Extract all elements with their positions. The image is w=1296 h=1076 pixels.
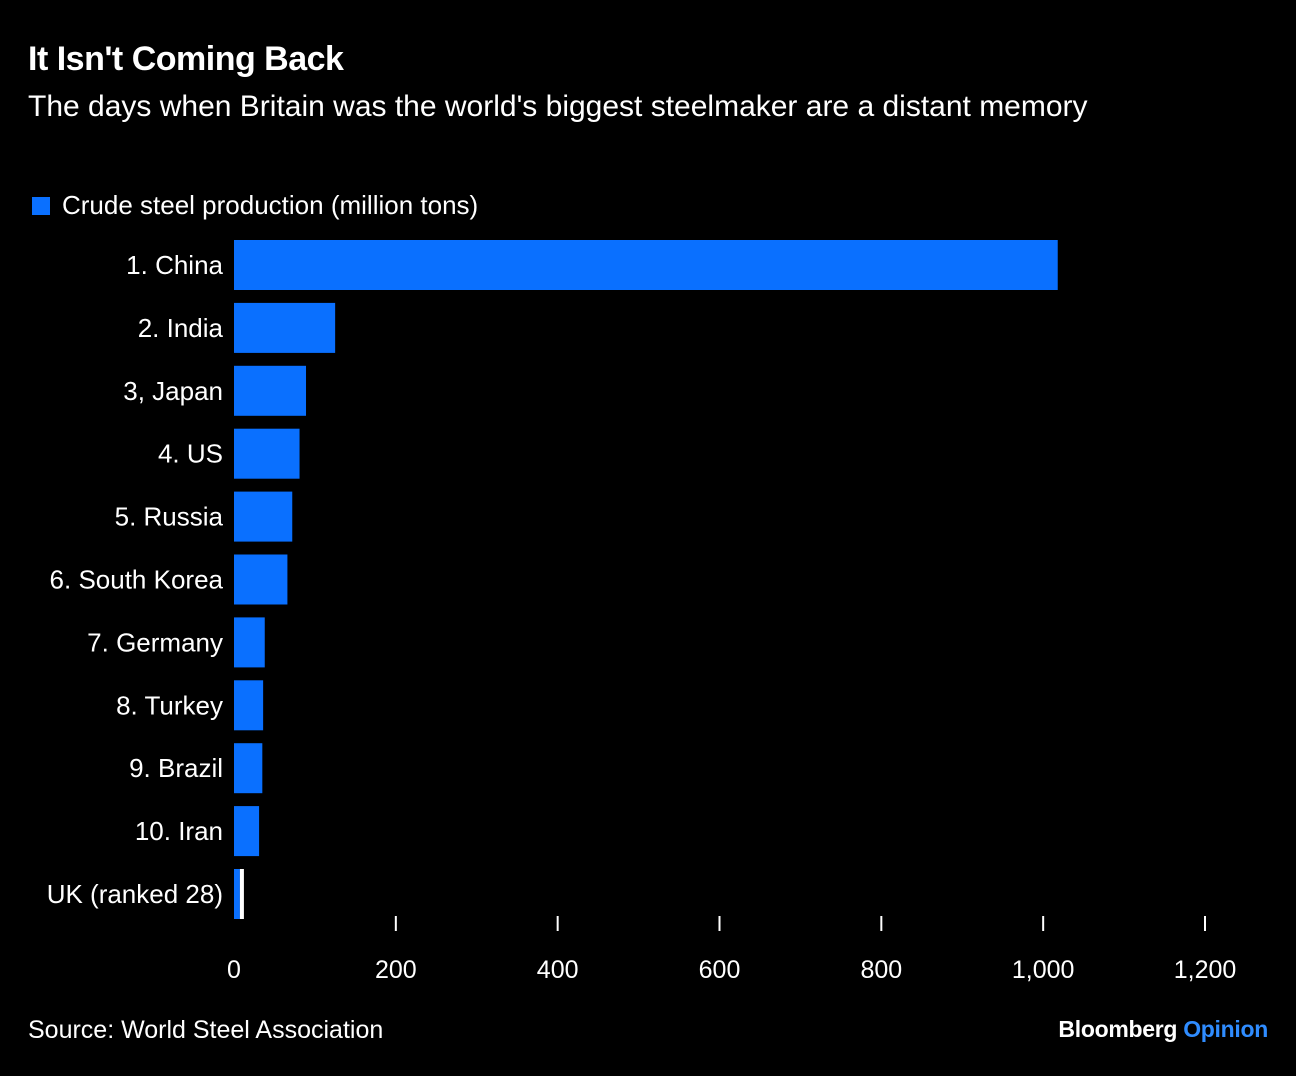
legend-swatch (32, 196, 50, 215)
x-tick-label: 0 (227, 956, 241, 984)
bar (234, 428, 300, 479)
category-label: UK (ranked 28) (47, 879, 223, 909)
chart-subtitle: The days when Britain was the world's bi… (28, 90, 1088, 123)
bar (234, 617, 265, 668)
x-tick-label: 1,000 (1012, 956, 1075, 984)
bar (234, 806, 260, 857)
brand-main: Bloomberg (1058, 1016, 1178, 1042)
bar (234, 365, 307, 416)
x-tick-label: 600 (699, 956, 741, 984)
category-label: 10. Iran (135, 816, 223, 846)
x-tick-label: 400 (537, 956, 579, 984)
category-label: 8. Turkey (116, 690, 223, 720)
bar (234, 680, 264, 731)
category-label: 4. US (158, 439, 223, 469)
legend: Crude steel production (million tons) (32, 190, 478, 221)
category-label: 2. India (138, 313, 224, 343)
category-label: 3, Japan (123, 376, 223, 406)
x-tick-label: 800 (860, 956, 902, 984)
category-label: 1. China (126, 250, 223, 280)
x-tick-label: 200 (375, 956, 417, 984)
category-label: 6. South Korea (50, 565, 224, 595)
source-note: Source: World Steel Association (28, 1016, 384, 1044)
bar (234, 302, 336, 353)
bar (234, 743, 263, 794)
brand-sub: Opinion (1183, 1016, 1268, 1042)
x-tick-label: 1,200 (1174, 956, 1237, 984)
legend-label: Crude steel production (million tons) (62, 190, 479, 220)
bar-highlight-marker (239, 869, 244, 919)
bar (234, 869, 240, 919)
bar (234, 240, 1058, 290)
category-label: 5. Russia (115, 502, 224, 532)
chart-title: It Isn't Coming Back (28, 40, 344, 78)
brand-logo: Bloomberg Opinion (1058, 1016, 1268, 1043)
category-label: 9. Brazil (129, 753, 223, 783)
category-label: 7. Germany (87, 627, 223, 657)
bar (234, 554, 288, 605)
bar (234, 491, 293, 542)
